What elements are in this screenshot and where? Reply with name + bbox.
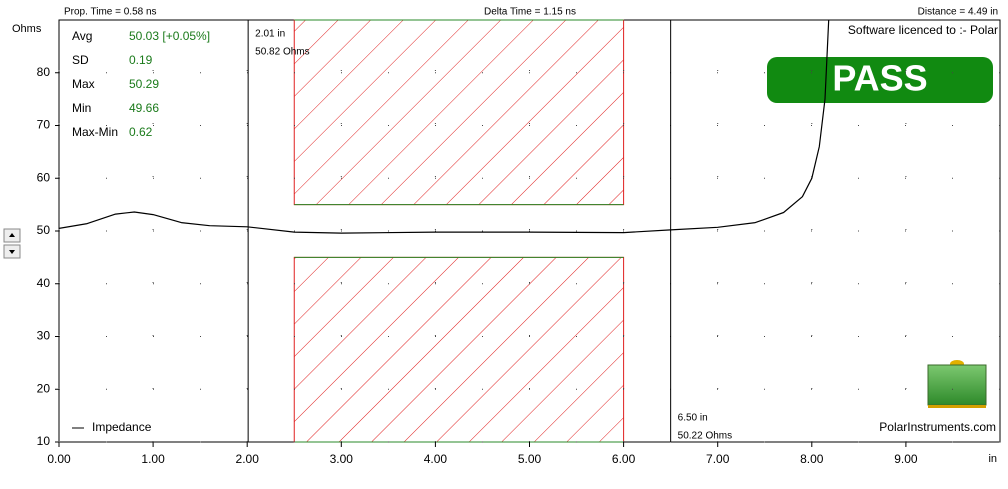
header-left: Prop. Time = 0.58 ns	[64, 7, 157, 18]
x-tick-label: 3.00	[330, 452, 354, 466]
stat-value: 50.03 [+0.05%]	[129, 29, 210, 43]
x-axis-label: in	[988, 453, 997, 465]
y-axis-label: Ohms	[12, 23, 42, 35]
stat-label: Min	[72, 101, 91, 115]
stat-value: 50.29	[129, 77, 159, 91]
y-tick-label: 80	[37, 65, 51, 79]
x-tick-label: 0.00	[47, 452, 71, 466]
result-text: PASS	[832, 58, 927, 99]
y-tick-label: 50	[37, 223, 51, 237]
x-tick-label: 7.00	[706, 452, 730, 466]
cursor-label: 2.01 in	[255, 29, 285, 40]
series-line	[59, 20, 830, 234]
cursor-reading: 50.82 Ohms	[255, 47, 309, 58]
header-center: Delta Time = 1.15 ns	[484, 7, 576, 18]
limit-region	[293, 19, 625, 206]
stat-value: 49.66	[129, 101, 159, 115]
x-tick-label: 6.00	[612, 452, 636, 466]
spin-up-arrow	[9, 233, 15, 237]
x-tick-label: 1.00	[141, 452, 165, 466]
legend-label: Impedance	[92, 420, 152, 434]
y-tick-label: 20	[37, 381, 51, 395]
stat-label: SD	[72, 53, 89, 67]
y-tick-label: 70	[37, 118, 51, 132]
spin-down-arrow	[9, 250, 15, 254]
logo-icon	[927, 360, 987, 408]
cursor-label: 6.50 in	[678, 413, 708, 424]
y-tick-label: 40	[37, 276, 51, 290]
logo-base	[928, 405, 986, 408]
x-tick-label: 5.00	[518, 452, 542, 466]
y-tick-label: 60	[37, 170, 51, 184]
stat-label: Max-Min	[72, 125, 118, 139]
stat-value: 0.19	[129, 53, 153, 67]
spinner[interactable]	[3, 228, 21, 259]
x-tick-label: 9.00	[894, 452, 918, 466]
header-right: Distance = 4.49 in	[918, 7, 998, 18]
x-tick-label: 4.00	[424, 452, 448, 466]
y-tick-label: 30	[37, 329, 51, 343]
stat-value: 0.62	[129, 125, 153, 139]
cursor-reading: 50.22 Ohms	[678, 431, 732, 442]
x-tick-label: 2.00	[236, 452, 260, 466]
stat-label: Avg	[72, 29, 92, 43]
x-tick-label: 8.00	[800, 452, 824, 466]
result-badge	[767, 57, 993, 103]
licence: Software licenced to :- Polar	[848, 23, 998, 37]
limit-region	[293, 256, 625, 443]
stat-label: Max	[72, 77, 95, 91]
website: PolarInstruments.com	[879, 420, 996, 434]
logo-body	[927, 364, 987, 406]
y-tick-label: 10	[37, 434, 51, 448]
